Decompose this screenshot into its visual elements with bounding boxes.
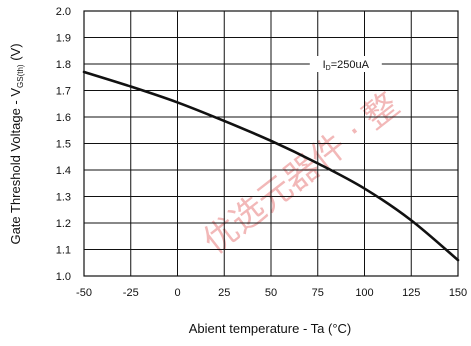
- y-axis-label-unit: (V): [8, 43, 23, 64]
- y-tick-label: 1.7: [56, 86, 71, 98]
- y-tick-label: 1.6: [56, 112, 71, 124]
- plot-frame: [83, 10, 459, 277]
- y-tick-label: 1.2: [56, 218, 71, 230]
- watermark-text: 优选元器件 · 整: [196, 85, 407, 262]
- x-tick-label: 25: [218, 287, 230, 299]
- y-tick-label: 1.8: [56, 59, 71, 71]
- x-tick-label: 100: [355, 287, 373, 299]
- tick-labels: -50 -25 0 25 50 75 100 125 150 1.0 1.1 1.2 1.3 1.4 1.5…: [56, 6, 467, 299]
- x-tick-label: -25: [123, 287, 139, 299]
- annotation-label: ID=250uA: [323, 59, 370, 72]
- y-axis-label-text: Gate Threshold Voltage - V: [8, 88, 23, 245]
- y-tick-label: 1.9: [56, 33, 71, 45]
- y-axis-label: Gate Threshold Voltage - VGS(th) (V): [8, 43, 25, 244]
- y-tick-label: 1.1: [56, 245, 71, 257]
- y-axis-label-subscript: GS(th): [16, 64, 25, 88]
- watermark: 优选元器件 · 整: [196, 85, 407, 262]
- x-axis-label: Abient temperature - Ta (°C): [189, 321, 351, 336]
- y-tick-label: 1.5: [56, 139, 71, 151]
- x-tick-label: 75: [312, 287, 324, 299]
- grid: [83, 10, 459, 277]
- annotation-subscript: D: [326, 65, 331, 72]
- x-tick-label: 50: [265, 287, 277, 299]
- annotation-layer: ID=250uA: [309, 56, 382, 72]
- series-line: [82, 70, 460, 262]
- x-tick-label: 0: [174, 287, 180, 299]
- annotation-text: I: [323, 59, 326, 71]
- x-tick-label: 150: [449, 287, 467, 299]
- x-tick-label: 125: [402, 287, 420, 299]
- y-tick-label: 2.0: [56, 6, 71, 18]
- x-tick-label: -50: [76, 287, 92, 299]
- y-tick-label: 1.4: [56, 165, 71, 177]
- y-tick-label: 1.0: [56, 271, 71, 283]
- annotation-value: =250uA: [331, 59, 370, 71]
- annotation-background: [309, 56, 382, 72]
- y-tick-label: 1.3: [56, 192, 71, 204]
- series-layer: [82, 70, 460, 262]
